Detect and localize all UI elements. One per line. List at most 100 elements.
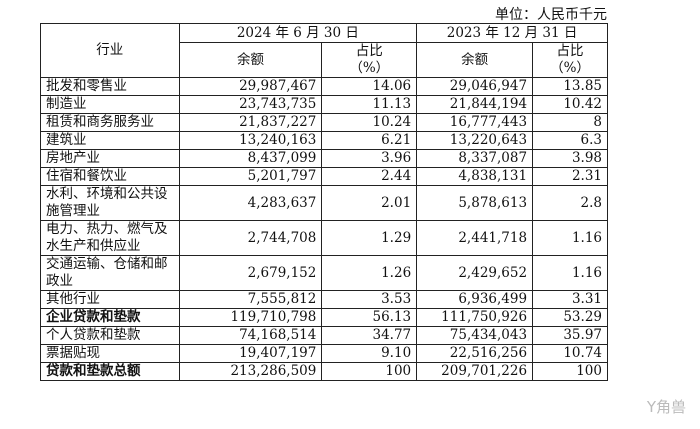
ratio-2024-cell: 56.13 xyxy=(321,308,418,327)
balance-2024-cell: 29,987,467 xyxy=(178,77,323,96)
ratio-2023-cell: 10.74 xyxy=(532,344,608,363)
ratio-2023-cell: 2.31 xyxy=(532,167,608,186)
balance-2024-cell: 21,837,227 xyxy=(178,113,323,132)
ratio-label: 占比 xyxy=(355,43,383,59)
ratio-2024-cell: 1.26 xyxy=(321,255,418,291)
table-row: 企业贷款和垫款 119,710,798 56.13 111,750,926 53.29 xyxy=(40,308,608,327)
ratio-2024-cell: 6.21 xyxy=(321,131,418,150)
table-row: 制造业 23,743,735 11.13 21,844,194 10.42 xyxy=(40,95,608,114)
balance-2023-cell: 209,701,226 xyxy=(416,362,534,381)
balance-2023-cell: 5,878,613 xyxy=(416,185,534,221)
ratio-2024-cell: 2.44 xyxy=(321,167,418,186)
ratio-2023-cell: 2.8 xyxy=(532,185,608,221)
ratio-2024-cell: 3.53 xyxy=(321,290,418,309)
table-row: 住宿和餐饮业 5,201,797 2.44 4,838,131 2.31 xyxy=(40,167,608,186)
ratio-2024-cell: 3.96 xyxy=(321,149,418,168)
balance-2023-cell: 6,936,499 xyxy=(416,290,534,309)
unit-label: 单位：人民币千元 xyxy=(495,7,607,23)
industry-cell: 建筑业 xyxy=(40,131,180,150)
subheader-row: 余额 占比 （%） 余额 占比 （%） xyxy=(41,42,608,78)
balance-2023-cell: 2,429,652 xyxy=(416,255,534,291)
header-balance-2023: 余额 xyxy=(416,42,534,78)
balance-2024-cell: 7,555,812 xyxy=(178,290,323,309)
watermark: Y角兽 xyxy=(646,398,686,416)
ratio-2024-cell: 34.77 xyxy=(321,326,418,345)
ratio-label: 占比 xyxy=(556,43,584,59)
industry-cell: 住宿和餐饮业 xyxy=(40,167,180,186)
ratio-2024-cell: 9.10 xyxy=(321,344,418,363)
header-ratio-2023: 占比 （%） xyxy=(532,42,608,78)
table-row: 电力、热力、燃气及水生产和供应业 2,744,708 1.29 2,441,718 1.… xyxy=(40,220,608,256)
ratio-2024-cell: 10.24 xyxy=(321,113,418,132)
balance-2023-cell: 8,337,087 xyxy=(416,149,534,168)
table-row: 个人贷款和垫款 74,168,514 34.77 75,434,043 35.97 xyxy=(40,326,608,345)
table-row: 房地产业 8,437,099 3.96 8,337,087 3.98 xyxy=(40,149,608,168)
industry-cell: 电力、热力、燃气及水生产和供应业 xyxy=(40,220,180,256)
balance-2023-cell: 2,441,718 xyxy=(416,220,534,256)
ratio-2024-cell: 14.06 xyxy=(321,77,418,96)
header-date-2023: 2023 年 12 月 31 日 xyxy=(416,23,608,43)
industry-cell: 票据贴现 xyxy=(40,344,180,363)
industry-cell: 水利、环境和公共设施管理业 xyxy=(40,185,180,221)
ratio-2023-cell: 8 xyxy=(532,113,608,132)
industry-cell: 批发和零售业 xyxy=(40,77,180,96)
ratio-2023-cell: 1.16 xyxy=(532,255,608,291)
industry-cell: 企业贷款和垫款 xyxy=(40,308,180,327)
balance-2024-cell: 2,744,708 xyxy=(178,220,323,256)
header-balance-2024: 余额 xyxy=(178,42,323,78)
balance-2024-cell: 4,283,637 xyxy=(178,185,323,221)
ratio-2024-cell: 100 xyxy=(321,362,418,381)
table-row: 其他行业 7,555,812 3.53 6,936,499 3.31 xyxy=(40,290,608,309)
industry-cell: 制造业 xyxy=(40,95,180,114)
industry-cell: 房地产业 xyxy=(40,149,180,168)
industry-cell: 租赁和商务服务业 xyxy=(40,113,180,132)
table-row: 租赁和商务服务业 21,837,227 10.24 16,777,443 8 xyxy=(40,113,608,132)
ratio-2023-cell: 100 xyxy=(532,362,608,381)
balance-2023-cell: 29,046,947 xyxy=(416,77,534,96)
ratio-2023-cell: 53.29 xyxy=(532,308,608,327)
header-ratio-2024: 占比 （%） xyxy=(321,42,418,78)
table-row: 交通运输、仓储和邮政业 2,679,152 1.26 2,429,652 1.16 xyxy=(40,255,608,291)
table-row: 贷款和垫款总额 213,286,509 100 209,701,226 100 xyxy=(40,362,608,381)
pct-label: （%） xyxy=(550,60,590,76)
balance-2024-cell: 213,286,509 xyxy=(178,362,323,381)
header-industry: 行业 xyxy=(40,23,180,78)
ratio-2023-cell: 3.98 xyxy=(532,149,608,168)
balance-2023-cell: 4,838,131 xyxy=(416,167,534,186)
table-row: 批发和零售业 29,987,467 14.06 29,046,947 13.85 xyxy=(40,77,608,96)
balance-2024-cell: 74,168,514 xyxy=(178,326,323,345)
ratio-2023-cell: 6.3 xyxy=(532,131,608,150)
ratio-2024-cell: 1.29 xyxy=(321,220,418,256)
balance-2023-cell: 75,434,043 xyxy=(416,326,534,345)
table-row: 建筑业 13,240,163 6.21 13,220,643 6.3 xyxy=(40,131,608,150)
balance-2024-cell: 2,679,152 xyxy=(178,255,323,291)
balance-2024-cell: 5,201,797 xyxy=(178,167,323,186)
industry-cell: 个人贷款和垫款 xyxy=(40,326,180,345)
table-row: 水利、环境和公共设施管理业 4,283,637 2.01 5,878,613 2.8 xyxy=(40,185,608,221)
ratio-2023-cell: 10.42 xyxy=(532,95,608,114)
balance-2024-cell: 23,743,735 xyxy=(178,95,323,114)
balance-2024-cell: 119,710,798 xyxy=(178,308,323,327)
ratio-2023-cell: 35.97 xyxy=(532,326,608,345)
pct-label: （%） xyxy=(349,60,390,76)
balance-2023-cell: 111,750,926 xyxy=(416,308,534,327)
balance-2024-cell: 13,240,163 xyxy=(178,131,323,150)
ratio-2024-cell: 2.01 xyxy=(321,185,418,221)
ratio-2023-cell: 13.85 xyxy=(532,77,608,96)
balance-2023-cell: 16,777,443 xyxy=(416,113,534,132)
industry-cell: 贷款和垫款总额 xyxy=(40,362,180,381)
ratio-2023-cell: 3.31 xyxy=(532,290,608,309)
balance-2024-cell: 19,407,197 xyxy=(178,344,323,363)
balance-2023-cell: 21,844,194 xyxy=(416,95,534,114)
industry-cell: 其他行业 xyxy=(40,290,180,309)
header-row: 行业 2024 年 6 月 30 日 2023 年 12 月 31 日 xyxy=(40,23,608,78)
balance-2024-cell: 8,437,099 xyxy=(178,149,323,168)
loan-industry-table: 行业 2024 年 6 月 30 日 2023 年 12 月 31 日 余额 占… xyxy=(40,23,608,381)
ratio-2024-cell: 11.13 xyxy=(321,95,418,114)
table-row: 票据贴现 19,407,197 9.10 22,516,256 10.74 xyxy=(40,344,608,363)
ratio-2023-cell: 1.16 xyxy=(532,220,608,256)
header-date-2024: 2024 年 6 月 30 日 xyxy=(178,23,418,43)
balance-2023-cell: 13,220,643 xyxy=(416,131,534,150)
industry-cell: 交通运输、仓储和邮政业 xyxy=(40,255,180,291)
balance-2023-cell: 22,516,256 xyxy=(416,344,534,363)
